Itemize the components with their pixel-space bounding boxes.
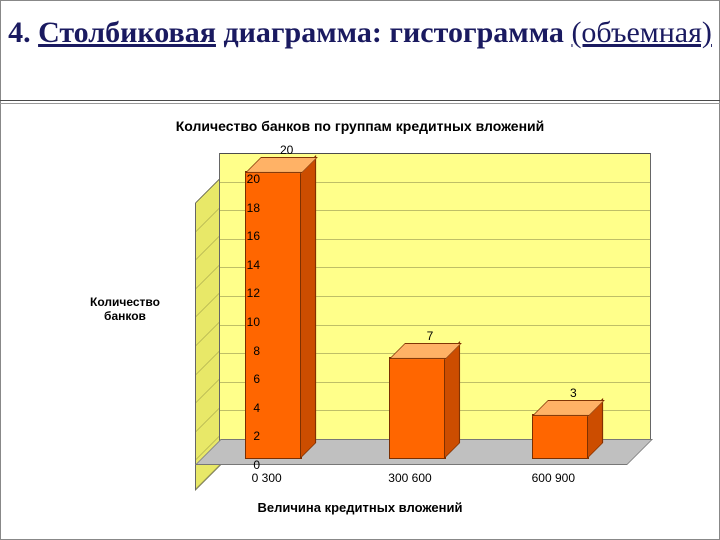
- bar: [389, 345, 444, 459]
- y-tick-label: 0: [220, 458, 260, 472]
- x-tick-label: 0 300: [222, 471, 312, 485]
- y-tick-label: 16: [220, 229, 260, 243]
- bar-value-label: 20: [257, 143, 317, 157]
- bar-value-label: 7: [400, 329, 460, 343]
- title-prefix: 4.: [8, 16, 38, 49]
- divider-shadow: [0, 103, 720, 104]
- y-tick-label: 8: [220, 344, 260, 358]
- bar-value-label: 3: [543, 386, 603, 400]
- slide-title: 4. Столбиковая диаграмма: гистограмма (о…: [0, 14, 720, 52]
- bar: [532, 402, 587, 459]
- divider-top: [0, 100, 720, 101]
- y-tick-label: 10: [220, 315, 260, 329]
- y-tick-label: 20: [220, 172, 260, 186]
- y-axis-title: Количество банков: [75, 295, 175, 324]
- y-tick-label: 2: [220, 429, 260, 443]
- title-underline-2: (объемная): [571, 16, 711, 49]
- title-underline-1: Столбиковая: [38, 16, 216, 49]
- title-middle: диаграмма: гистограмма: [216, 16, 571, 49]
- y-tick-label: 14: [220, 258, 260, 272]
- x-axis-title: Величина кредитных вложений: [0, 500, 720, 515]
- chart-title: Количество банков по группам кредитных в…: [0, 118, 720, 134]
- y-tick-label: 12: [220, 286, 260, 300]
- x-tick-label: 300 600: [365, 471, 455, 485]
- x-tick-label: 600 900: [508, 471, 598, 485]
- slide: 4. Столбиковая диаграмма: гистограмма (о…: [0, 0, 720, 540]
- y-tick-label: 6: [220, 372, 260, 386]
- y-tick-label: 18: [220, 201, 260, 215]
- y-tick-label: 4: [220, 401, 260, 415]
